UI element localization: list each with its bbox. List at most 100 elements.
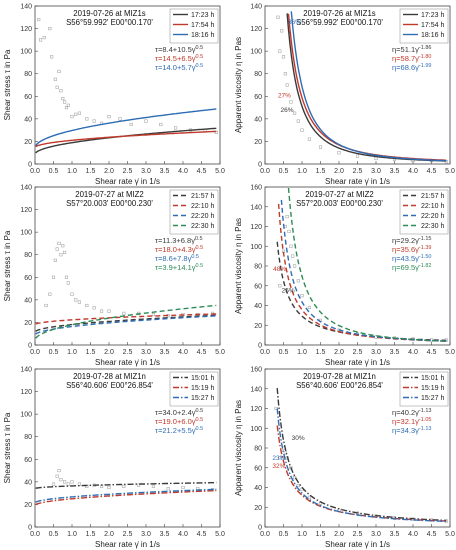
y-tick-label: 120 xyxy=(20,26,32,33)
x-tick-label: 0.0 xyxy=(30,349,40,356)
fit-equation: η=32.1γ̇-1.05 xyxy=(392,417,431,426)
x-tick-label: 0.0 xyxy=(260,531,270,538)
x-axis-label: Shear rate γ̇ in 1/s xyxy=(95,358,160,367)
y-tick-label: 60 xyxy=(254,94,262,101)
data-point xyxy=(318,145,323,149)
data-point xyxy=(307,305,311,310)
legend-entry: 22:30 h xyxy=(421,223,444,230)
fit-equation: η=68.6γ̇-1.99 xyxy=(392,63,431,72)
y-tick-label: 140 xyxy=(250,386,262,393)
fit-equation: τ=8.6+7.8γ̇0.5 xyxy=(155,254,199,263)
y-tick-label: 20 xyxy=(254,505,262,512)
y-tick-label: 100 xyxy=(250,244,262,251)
data-point xyxy=(66,103,70,107)
y-tick-label: 0 xyxy=(258,343,262,350)
x-tick-label: 2.5 xyxy=(123,168,133,175)
data-point xyxy=(57,241,61,245)
y-tick-label: 100 xyxy=(250,49,262,56)
fit-line-1754 xyxy=(35,130,217,148)
data-point xyxy=(44,303,48,308)
legend-entry: 22:20 h xyxy=(191,213,214,220)
data-point xyxy=(39,38,43,42)
data-point xyxy=(296,119,300,123)
panel-subtitle: S56°59.992' E00°00.170' xyxy=(66,18,153,27)
fit-equation: τ=11.3+6.8γ̇0.5 xyxy=(155,236,203,245)
panel-subtitle: S57°20.003' E00°00.230' xyxy=(296,199,383,208)
y-tick-label: 100 xyxy=(250,426,262,433)
data-point xyxy=(53,77,57,81)
x-tick-label: 5.0 xyxy=(445,168,455,175)
legend-entry: 15:27 h xyxy=(421,395,444,402)
data-point xyxy=(48,27,52,31)
data-point xyxy=(166,487,170,491)
x-tick-label: 1.0 xyxy=(67,531,77,538)
x-tick-label: 3.0 xyxy=(141,349,151,356)
legend-entry: 17:23 h xyxy=(421,12,444,19)
x-tick-label: 1.0 xyxy=(297,349,307,356)
x-tick-label: 5.0 xyxy=(215,168,225,175)
data-point xyxy=(63,250,67,255)
data-point xyxy=(51,482,56,486)
y-tick-label: 60 xyxy=(254,465,262,472)
x-tick-label: 2.0 xyxy=(104,531,114,538)
x-tick-label: 2.5 xyxy=(123,349,133,356)
x-tick-label: 2.5 xyxy=(353,349,363,356)
y-tick-label: 0 xyxy=(28,525,32,532)
fit-equation: η=40.2γ̇-1.13 xyxy=(392,408,431,417)
x-tick-label: 1.0 xyxy=(67,168,77,175)
fit-equation: τ=14.5+6.5γ̇0.5 xyxy=(155,54,203,63)
fit-line-2230 xyxy=(287,187,447,342)
fit-equation: τ=3.9+14.1γ̇0.5 xyxy=(155,263,203,272)
panel-title: 2019-07-26 at MIZ1s xyxy=(73,9,145,18)
fit-equation: η=35.6γ̇-1.39 xyxy=(392,245,431,254)
data-point xyxy=(42,36,46,40)
data-point xyxy=(64,106,69,110)
data-point xyxy=(74,112,78,116)
y-tick-label: 20 xyxy=(24,320,32,327)
percent-annotation: 48% xyxy=(273,266,286,273)
data-point xyxy=(107,115,111,119)
x-tick-label: 0.5 xyxy=(279,349,289,356)
data-point xyxy=(55,85,59,89)
fit-line-1816 xyxy=(290,11,447,162)
x-tick-label: 4.0 xyxy=(178,168,188,175)
x-tick-label: 5.0 xyxy=(445,531,455,538)
data-point xyxy=(337,151,341,155)
data-point xyxy=(278,284,282,288)
data-point xyxy=(355,154,360,158)
x-tick-label: 0.5 xyxy=(49,349,59,356)
fit-equation: τ=8.4+10.5γ̇0.5 xyxy=(155,45,203,54)
data-point xyxy=(92,306,96,310)
fit-equation: τ=14.0+5.7γ̇0.5 xyxy=(155,63,203,72)
data-point xyxy=(159,122,163,127)
percent-annotation: 27% xyxy=(278,92,291,99)
chart-panel-2: 0.0 0.5 1.0 1.5 2.0 2.5 3.0 3.5 4.0 4.5 5.0 0 20 40 60… xyxy=(234,4,455,187)
y-tick-label: 40 xyxy=(254,485,262,492)
data-point xyxy=(61,96,65,101)
x-tick-label: 0.5 xyxy=(49,168,59,175)
data-point xyxy=(64,275,69,279)
percent-annotation: 25% xyxy=(282,288,295,295)
x-tick-label: 1.0 xyxy=(297,531,307,538)
legend-entry: 17:23 h xyxy=(191,12,214,19)
data-point xyxy=(122,311,126,315)
y-tick-label: 160 xyxy=(250,185,262,192)
y-tick-label: 140 xyxy=(20,4,32,11)
fit-line-1527 xyxy=(276,408,447,523)
data-point xyxy=(77,300,81,304)
legend-entry: 21:57 h xyxy=(191,193,214,200)
data-point xyxy=(51,275,56,279)
y-tick-label: 120 xyxy=(20,389,32,396)
x-tick-label: 1.5 xyxy=(86,168,96,175)
data-point xyxy=(285,215,289,219)
data-point xyxy=(281,55,286,59)
y-axis-label: Shear stress τ in Pa xyxy=(3,49,12,120)
fit-line-1501 xyxy=(276,388,447,522)
y-tick-label: 100 xyxy=(20,230,32,237)
y-axis-label: Shear stress τ in Pa xyxy=(3,230,12,301)
data-point xyxy=(77,111,81,115)
x-tick-label: 0.0 xyxy=(30,168,40,175)
fit-line-1501 xyxy=(35,481,217,489)
y-tick-label: 40 xyxy=(24,479,32,486)
x-tick-label: 4.0 xyxy=(178,531,188,538)
